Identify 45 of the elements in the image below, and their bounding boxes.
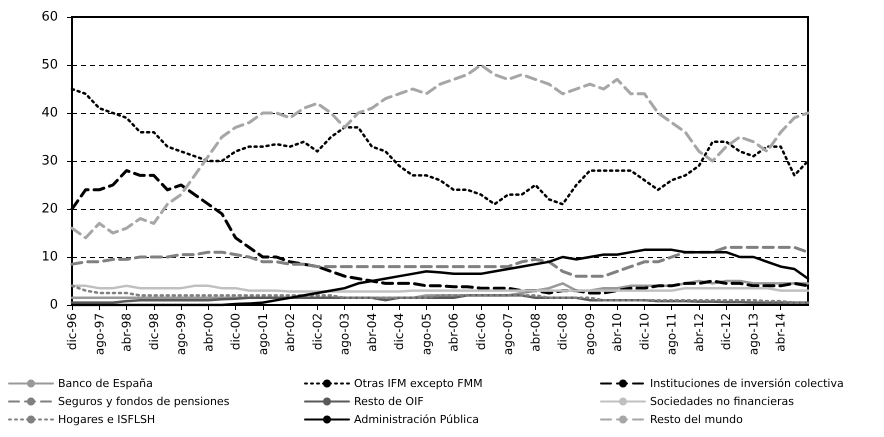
x-tick-label: dic-98 — [146, 313, 161, 350]
x-tick-label: abr-06 — [446, 313, 461, 352]
y-tick-label: 0 — [50, 298, 58, 312]
x-tick-label: abr-08 — [528, 313, 542, 352]
x-tick-label: dic-96 — [65, 313, 79, 350]
legend-label: Sociedades no financieras — [650, 395, 794, 408]
x-tick-label: ago-97 — [92, 313, 106, 356]
x-tick-label: abr-00 — [201, 313, 216, 352]
y-tick-label: 60 — [41, 10, 58, 24]
x-tick-label: abr-04 — [364, 313, 379, 352]
x-tick-label: ago-05 — [419, 313, 434, 356]
legend-label: Seguros y fondos de pensiones — [58, 395, 230, 408]
x-tick-label: dic-08 — [556, 313, 570, 350]
x-tick-label: dic-02 — [310, 313, 324, 350]
x-tick-label: ago-13 — [746, 313, 760, 356]
x-tick-label: ago-07 — [501, 313, 516, 356]
legend-label: Otras IFM excepto FMM — [354, 377, 483, 390]
x-tick-label: ago-01 — [256, 313, 270, 356]
x-tick-label: abr-12 — [692, 313, 706, 352]
line-series — [70, 64, 810, 240]
x-tick-label: abr-02 — [283, 313, 298, 352]
x-tick-label: dic-06 — [474, 313, 488, 350]
legend-label: Administración Pública — [354, 413, 480, 426]
x-tick-label: dic-12 — [719, 313, 734, 350]
legend-label: Resto del mundo — [650, 413, 744, 426]
legend-label: Banco de España — [58, 377, 153, 390]
x-tick-label: abr-10 — [610, 313, 624, 352]
x-tick-label: ago-99 — [174, 313, 188, 356]
y-tick-label: 20 — [41, 202, 58, 216]
y-tick-label: 10 — [41, 250, 58, 264]
x-tick-label: abr-14 — [774, 313, 788, 352]
x-tick-label: dic-00 — [228, 313, 243, 350]
line-series — [70, 284, 810, 304]
x-tick-label: dic-10 — [637, 313, 652, 350]
x-tick-label: ago-03 — [338, 313, 352, 356]
x-tick-label: abr-98 — [120, 313, 134, 352]
y-tick-label: 50 — [41, 58, 58, 72]
x-tick-label: ago-09 — [582, 313, 597, 356]
x-tick-label: dic-04 — [392, 313, 406, 350]
y-tick-label: 30 — [41, 154, 58, 168]
x-tick-label: ago-11 — [664, 313, 679, 356]
legend-label: Resto de OIF — [354, 395, 424, 408]
y-tick-label: 40 — [41, 106, 58, 120]
legend-label: Hogares e ISFLSH — [58, 413, 156, 426]
legend-label: Instituciones de inversión colectiva — [650, 377, 844, 390]
